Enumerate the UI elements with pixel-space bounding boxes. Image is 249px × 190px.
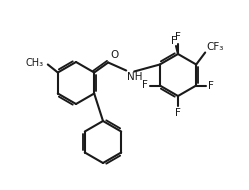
- Text: F: F: [208, 81, 214, 90]
- Text: CF₃: CF₃: [206, 41, 224, 51]
- Text: CH₃: CH₃: [26, 59, 44, 69]
- Text: F: F: [171, 36, 177, 46]
- Text: F: F: [175, 32, 181, 42]
- Text: O: O: [110, 51, 119, 60]
- Text: F: F: [142, 81, 148, 90]
- Text: NH: NH: [127, 73, 143, 82]
- Text: F: F: [175, 108, 181, 118]
